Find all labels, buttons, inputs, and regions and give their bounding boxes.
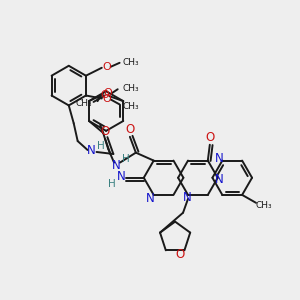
Text: N: N — [146, 192, 155, 206]
Text: O: O — [100, 90, 109, 100]
Text: H: H — [97, 141, 104, 151]
Text: O: O — [125, 123, 134, 136]
Text: O: O — [101, 125, 110, 138]
Text: N: N — [215, 173, 224, 186]
Text: O: O — [176, 248, 185, 261]
Text: O: O — [205, 131, 214, 144]
Text: CH₃: CH₃ — [122, 102, 139, 111]
Text: CH₃: CH₃ — [122, 58, 139, 67]
Text: N: N — [112, 159, 120, 172]
Text: H: H — [108, 179, 116, 189]
Text: CH₃: CH₃ — [122, 84, 139, 93]
Text: N: N — [87, 145, 96, 158]
Text: CH₃: CH₃ — [256, 201, 272, 210]
Text: O: O — [102, 62, 111, 72]
Text: H: H — [122, 154, 130, 164]
Text: N: N — [117, 170, 125, 183]
Text: CH₃: CH₃ — [75, 99, 92, 108]
Text: O: O — [103, 88, 112, 98]
Text: N: N — [215, 152, 224, 165]
Text: N: N — [183, 191, 191, 204]
Text: O: O — [102, 94, 111, 104]
